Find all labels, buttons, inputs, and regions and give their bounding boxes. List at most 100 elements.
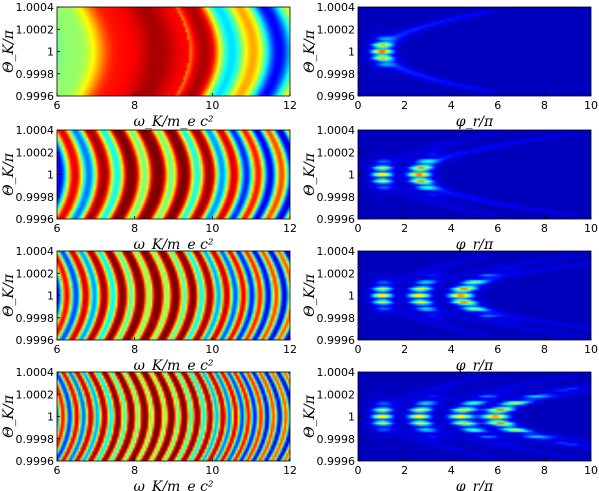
y-tick-label: 1 — [47, 169, 54, 182]
x-axis-label: φ_r/π — [456, 479, 494, 491]
heatmap-image — [57, 130, 290, 219]
x-tick-label: 4 — [448, 99, 455, 112]
x-tick-label: 2 — [401, 464, 408, 477]
y-tick-label: 1.0002 — [317, 146, 356, 159]
x-tick-label: 6 — [494, 343, 501, 356]
y-tick-label: 0.9998 — [317, 191, 356, 204]
y-tick-label: 0.9998 — [317, 312, 356, 325]
x-tick-label: 12 — [283, 464, 297, 477]
x-tick-label: 10 — [584, 464, 598, 477]
x-tick-label: 10 — [205, 222, 219, 235]
x-tick-label: 0 — [355, 343, 362, 356]
y-axis-label: Θ_K/π — [302, 152, 318, 196]
heatmap-image — [358, 7, 591, 96]
x-tick-label: 8 — [131, 99, 138, 112]
y-tick-label: 1.0004 — [16, 245, 55, 258]
x-tick-label: 2 — [401, 99, 408, 112]
y-tick-label: 1.0002 — [317, 388, 356, 401]
chart-panel-right-3: 0 2 4 6 8 10 1.0004 1.0002 1 0.9998 0.9996 φ_r/π Θ_K… — [302, 245, 598, 374]
x-tick-label: 6 — [494, 99, 501, 112]
y-tick-label: 0.9998 — [317, 433, 356, 446]
x-axis-label: ω_K/m_e c² — [133, 114, 213, 130]
y-tick-label: 0.9996 — [317, 334, 356, 347]
y-tick-label: 1.0002 — [317, 23, 356, 36]
x-axis-label: φ_r/π — [456, 237, 494, 253]
x-tick-label: 8 — [131, 222, 138, 235]
x-tick-label: 12 — [283, 99, 297, 112]
x-tick-label: 10 — [205, 343, 219, 356]
x-axis-label: ω_K/m_e c² — [133, 237, 213, 253]
x-tick-label: 6 — [494, 464, 501, 477]
y-tick-label: 0.9998 — [16, 191, 55, 204]
y-tick-label: 1 — [348, 46, 355, 59]
y-tick-label: 1 — [47, 411, 54, 424]
y-tick-label: 1 — [348, 169, 355, 182]
y-tick-label: 0.9996 — [16, 213, 55, 226]
x-tick-label: 6 — [54, 343, 61, 356]
x-tick-label: 8 — [541, 99, 548, 112]
y-tick-label: 1 — [47, 46, 54, 59]
y-tick-label: 0.9998 — [16, 433, 55, 446]
y-axis-label: Θ_K/π — [1, 29, 17, 73]
chart-panel-left-3: 6 8 10 12 1.0004 1.0002 1 0.9998 0.9996 ω_K/m_e c… — [1, 245, 297, 374]
y-axis-label: Θ_K/π — [1, 152, 17, 196]
x-axis-label: φ_r/π — [456, 114, 494, 130]
y-tick-label: 0.9998 — [16, 312, 55, 325]
y-tick-label: 0.9998 — [16, 68, 55, 81]
x-tick-label: 6 — [54, 99, 61, 112]
x-tick-label: 2 — [401, 343, 408, 356]
y-tick-label: 0.9996 — [317, 455, 356, 468]
x-tick-label: 4 — [448, 464, 455, 477]
heatmap-image — [57, 7, 290, 96]
chart-panel-left-4: 6 8 10 12 1.0004 1.0002 1 0.9998 0.9996 ω_K/m_e c… — [1, 366, 297, 491]
x-tick-label: 2 — [401, 222, 408, 235]
x-tick-label: 10 — [584, 343, 598, 356]
x-tick-label: 8 — [131, 464, 138, 477]
y-tick-label: 1.0004 — [16, 1, 55, 14]
heatmap-image — [358, 251, 591, 340]
y-tick-label: 1.0002 — [16, 388, 55, 401]
y-tick-label: 0.9998 — [317, 68, 356, 81]
y-tick-label: 1.0002 — [317, 267, 356, 280]
x-axis-label: φ_r/π — [456, 358, 494, 374]
heatmap-image — [358, 130, 591, 219]
heatmap-image — [358, 372, 591, 461]
x-tick-label: 4 — [448, 343, 455, 356]
y-tick-label: 1.0004 — [317, 1, 356, 14]
chart-panel-left-1: 6 8 10 12 1.0004 1.0002 1 0.9998 0.9996 ω_K/m_e c… — [1, 1, 297, 130]
x-tick-label: 10 — [584, 99, 598, 112]
chart-panel-left-2: 6 8 10 12 1.0004 1.0002 1 0.9998 0.9996 ω_K/m_e c… — [1, 124, 297, 253]
x-tick-label: 6 — [54, 222, 61, 235]
y-tick-label: 0.9996 — [317, 213, 356, 226]
x-tick-label: 0 — [355, 222, 362, 235]
x-tick-label: 12 — [283, 222, 297, 235]
y-tick-label: 0.9996 — [16, 334, 55, 347]
x-tick-label: 0 — [355, 99, 362, 112]
heatmap-image — [57, 372, 290, 461]
y-tick-label: 1.0004 — [317, 124, 356, 137]
y-tick-label: 0.9996 — [317, 90, 356, 103]
y-axis-label: Θ_K/π — [302, 394, 318, 438]
heatmap-image — [57, 251, 290, 340]
y-tick-label: 1.0002 — [16, 23, 55, 36]
x-tick-label: 4 — [448, 222, 455, 235]
y-tick-label: 1 — [348, 411, 355, 424]
x-tick-label: 8 — [541, 464, 548, 477]
chart-panel-right-1: 0 2 4 6 8 10 1.0004 1.0002 1 0.9998 0.9996 φ_r/π Θ_K… — [302, 1, 598, 130]
chart-panel-right-2: 0 2 4 6 8 10 1.0004 1.0002 1 0.9998 0.9996 φ_r/π Θ_K… — [302, 124, 598, 253]
y-tick-label: 1.0002 — [16, 267, 55, 280]
x-tick-label: 8 — [131, 343, 138, 356]
y-axis-label: Θ_K/π — [1, 273, 17, 317]
x-tick-label: 10 — [205, 99, 219, 112]
y-tick-label: 1.0002 — [16, 146, 55, 159]
y-axis-label: Θ_K/π — [1, 394, 17, 438]
x-tick-label: 0 — [355, 464, 362, 477]
x-tick-label: 10 — [205, 464, 219, 477]
y-tick-label: 1.0004 — [317, 366, 356, 379]
y-axis-label: Θ_K/π — [302, 29, 318, 73]
x-axis-label: ω_K/m_e c² — [133, 358, 213, 374]
y-tick-label: 0.9996 — [16, 90, 55, 103]
x-tick-label: 6 — [54, 464, 61, 477]
x-tick-label: 10 — [584, 222, 598, 235]
